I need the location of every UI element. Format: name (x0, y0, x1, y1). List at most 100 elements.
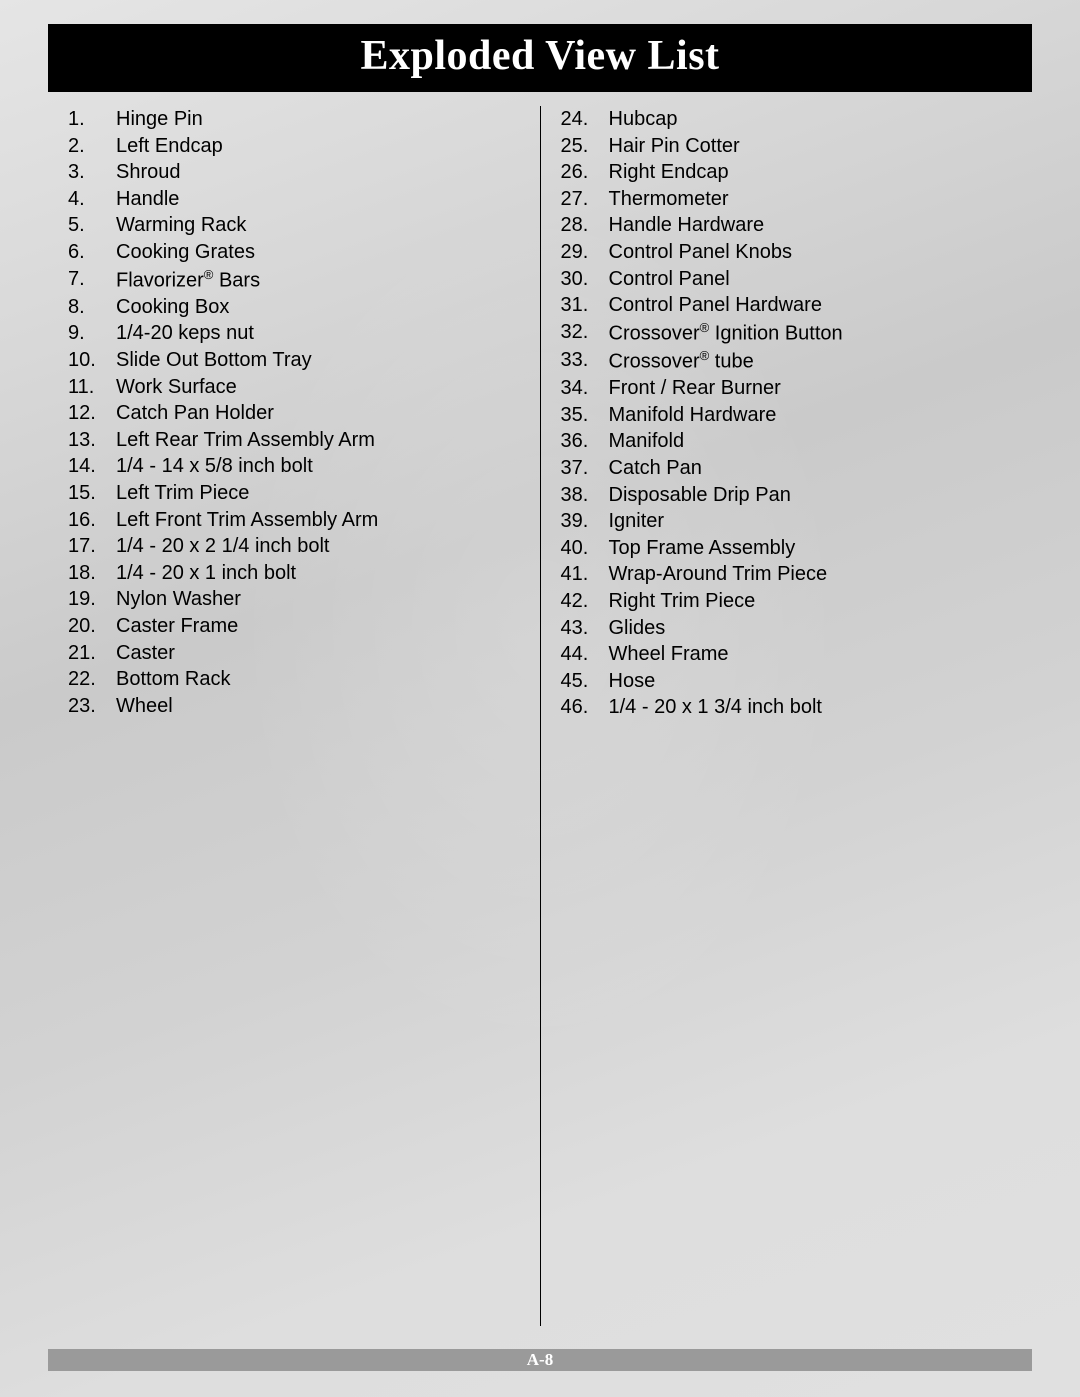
item-number: 30. (561, 266, 609, 293)
list-item: 9.1/4-20 keps nut (68, 320, 522, 347)
item-number: 6. (68, 239, 116, 266)
list-item: 4.Handle (68, 186, 522, 213)
item-number: 3. (68, 159, 116, 186)
item-number: 11. (68, 374, 116, 401)
item-label: Hair Pin Cotter (609, 133, 1015, 160)
item-label: Hose (609, 668, 1015, 695)
item-label: Caster Frame (116, 613, 522, 640)
item-number: 36. (561, 428, 609, 455)
list-item: 42.Right Trim Piece (561, 588, 1015, 615)
list-item: 31.Control Panel Hardware (561, 292, 1015, 319)
item-label: 1/4-20 keps nut (116, 320, 522, 347)
item-number: 46. (561, 694, 609, 721)
item-label: Manifold (609, 428, 1015, 455)
item-label: Warming Rack (116, 212, 522, 239)
list-item: 46.1/4 - 20 x 1 3/4 inch bolt (561, 694, 1015, 721)
list-item: 8.Cooking Box (68, 294, 522, 321)
item-number: 34. (561, 375, 609, 402)
item-label: 1/4 - 20 x 1 3/4 inch bolt (609, 694, 1015, 721)
item-label: Left Front Trim Assembly Arm (116, 507, 522, 534)
item-label: Cooking Grates (116, 239, 522, 266)
item-label: Work Surface (116, 374, 522, 401)
item-label: Flavorizer® Bars (116, 266, 522, 294)
list-item: 44.Wheel Frame (561, 641, 1015, 668)
item-label: Catch Pan Holder (116, 400, 522, 427)
page-container: Exploded View List 1.Hinge Pin2.Left End… (0, 0, 1080, 1397)
item-label: 1/4 - 20 x 2 1/4 inch bolt (116, 533, 522, 560)
item-label: Handle (116, 186, 522, 213)
item-label: Hubcap (609, 106, 1015, 133)
item-number: 13. (68, 427, 116, 454)
item-label: Thermometer (609, 186, 1015, 213)
item-number: 25. (561, 133, 609, 160)
item-number: 41. (561, 561, 609, 588)
list-item: 12.Catch Pan Holder (68, 400, 522, 427)
list-item: 24.Hubcap (561, 106, 1015, 133)
item-number: 35. (561, 402, 609, 429)
item-label: Bottom Rack (116, 666, 522, 693)
item-label: Wrap-Around Trim Piece (609, 561, 1015, 588)
item-number: 23. (68, 693, 116, 720)
list-item: 38.Disposable Drip Pan (561, 482, 1015, 509)
item-label: Left Endcap (116, 133, 522, 160)
left-column: 1.Hinge Pin2.Left Endcap3.Shroud4.Handle… (48, 106, 541, 1326)
item-label: Cooking Box (116, 294, 522, 321)
item-label: Left Rear Trim Assembly Arm (116, 427, 522, 454)
list-item: 17.1/4 - 20 x 2 1/4 inch bolt (68, 533, 522, 560)
item-number: 15. (68, 480, 116, 507)
list-item: 22.Bottom Rack (68, 666, 522, 693)
list-item: 13.Left Rear Trim Assembly Arm (68, 427, 522, 454)
item-number: 1. (68, 106, 116, 133)
item-number: 44. (561, 641, 609, 668)
item-number: 2. (68, 133, 116, 160)
item-label: 1/4 - 20 x 1 inch bolt (116, 560, 522, 587)
item-number: 37. (561, 455, 609, 482)
item-number: 42. (561, 588, 609, 615)
item-number: 33. (561, 347, 609, 375)
list-item: 5.Warming Rack (68, 212, 522, 239)
item-label: Right Endcap (609, 159, 1015, 186)
item-number: 28. (561, 212, 609, 239)
item-number: 39. (561, 508, 609, 535)
item-label: Disposable Drip Pan (609, 482, 1015, 509)
right-column: 24.Hubcap25.Hair Pin Cotter26.Right Endc… (541, 106, 1033, 1326)
item-number: 21. (68, 640, 116, 667)
item-label: Control Panel (609, 266, 1015, 293)
list-item: 6.Cooking Grates (68, 239, 522, 266)
item-number: 9. (68, 320, 116, 347)
list-item: 35.Manifold Hardware (561, 402, 1015, 429)
list-item: 1.Hinge Pin (68, 106, 522, 133)
list-item: 37.Catch Pan (561, 455, 1015, 482)
item-number: 24. (561, 106, 609, 133)
item-label: Control Panel Hardware (609, 292, 1015, 319)
page-number: A-8 (521, 1350, 559, 1370)
list-item: 2.Left Endcap (68, 133, 522, 160)
page-title: Exploded View List (48, 24, 1032, 92)
item-number: 20. (68, 613, 116, 640)
list-item: 7.Flavorizer® Bars (68, 266, 522, 294)
item-label: Crossover® tube (609, 347, 1015, 375)
item-label: Shroud (116, 159, 522, 186)
list-item: 32.Crossover® Ignition Button (561, 319, 1015, 347)
list-item: 28.Handle Hardware (561, 212, 1015, 239)
list-item: 14.1/4 - 14 x 5/8 inch bolt (68, 453, 522, 480)
list-item: 18.1/4 - 20 x 1 inch bolt (68, 560, 522, 587)
item-number: 27. (561, 186, 609, 213)
item-label: Igniter (609, 508, 1015, 535)
item-number: 19. (68, 586, 116, 613)
list-item: 34.Front / Rear Burner (561, 375, 1015, 402)
list-item: 27.Thermometer (561, 186, 1015, 213)
item-number: 10. (68, 347, 116, 374)
item-number: 5. (68, 212, 116, 239)
item-number: 7. (68, 266, 116, 294)
item-number: 31. (561, 292, 609, 319)
footer-bar: A-8 (48, 1349, 1032, 1371)
item-number: 8. (68, 294, 116, 321)
item-label: Caster (116, 640, 522, 667)
item-label: Front / Rear Burner (609, 375, 1015, 402)
list-item: 10.Slide Out Bottom Tray (68, 347, 522, 374)
list-item: 16.Left Front Trim Assembly Arm (68, 507, 522, 534)
list-item: 11.Work Surface (68, 374, 522, 401)
list-item: 30.Control Panel (561, 266, 1015, 293)
list-item: 26.Right Endcap (561, 159, 1015, 186)
